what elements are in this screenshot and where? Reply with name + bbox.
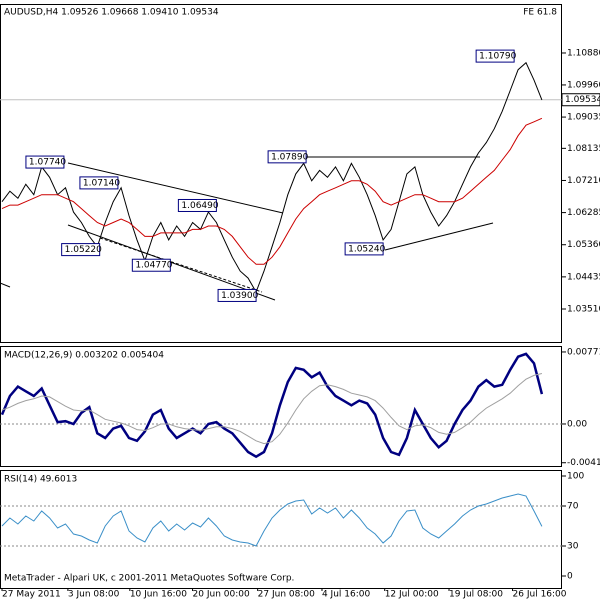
series-line <box>1 61 543 294</box>
price-note-box <box>79 176 119 190</box>
series-line <box>1 117 543 265</box>
y-tick-label: 1.10880 <box>567 48 600 58</box>
y-tick-label: 70 <box>567 502 579 512</box>
y-tick-label: 1.05360 <box>567 240 600 250</box>
x-tick-label: 26 Jul 16:00 <box>513 590 567 600</box>
price-note: 1.07740 <box>29 158 66 168</box>
y-tick-label: 100 <box>567 472 584 482</box>
trend-line <box>67 162 284 214</box>
y-tick-label: -0.00415 <box>567 458 600 468</box>
price-note-box <box>217 288 257 302</box>
trend-lines <box>0 156 494 301</box>
price-note-box <box>267 150 307 164</box>
x-tick-label: 10 Jun 16:00 <box>130 590 187 600</box>
x-tick-label: 4 Jul 16:00 <box>322 590 371 600</box>
y-tick-label: 1.09960 <box>567 80 600 90</box>
trend-line <box>0 282 11 288</box>
macd-title: MACD(12,26,9) 0.003202 0.005404 <box>4 351 164 361</box>
price-note: 1.07890 <box>271 152 308 162</box>
price-note-box <box>25 155 65 169</box>
y-tick-label: 1.06285 <box>567 208 600 218</box>
x-tick-label: 3 Jun 08:00 <box>68 590 120 600</box>
y-tick-label: 1.03510 <box>567 304 600 314</box>
price-note: 1.04770 <box>135 261 172 271</box>
price-note-box <box>61 243 101 257</box>
price-note: 1.06490 <box>181 201 218 211</box>
x-tick-label: 19 Jul 08:00 <box>449 590 503 600</box>
y-tick-label: 0 <box>567 572 573 582</box>
price-title: AUDUSD,H4 1.09526 1.09668 1.09410 1.0953… <box>4 8 219 18</box>
price-note-box <box>131 258 171 272</box>
price-note: 1.05220 <box>65 245 102 255</box>
y-tick-label: 1.07210 <box>567 176 600 186</box>
y-tick-label: 1.04435 <box>567 272 600 282</box>
series-line <box>1 493 543 547</box>
x-tick-label: 27 Jun 08:00 <box>258 590 315 600</box>
y-tick-label: 1.08135 <box>567 144 600 154</box>
price-note-box <box>177 198 217 212</box>
price-note: 1.03900 <box>221 291 258 301</box>
price-note-box <box>475 49 515 63</box>
last-price-label: 1.09534 <box>565 95 600 105</box>
y-tick-label: 0.007712 <box>567 347 600 357</box>
trend-line <box>99 237 263 293</box>
y-tick-label: 0.00 <box>567 419 587 429</box>
trend-line <box>384 222 494 251</box>
y-tick-label: 1.09035 <box>567 113 600 123</box>
trend-line <box>67 224 276 301</box>
rsi-title: RSI(14) 49.6013 <box>4 475 77 485</box>
macd-panel <box>0 346 562 467</box>
series-line <box>0 352 544 459</box>
x-tick-label: 20 Jun 00:00 <box>193 590 250 600</box>
series-line <box>1 373 543 445</box>
price-note-box <box>344 242 384 256</box>
rsi-panel <box>0 470 562 589</box>
price-note: 1.07140 <box>83 178 120 188</box>
price-note: 1.05240 <box>348 244 385 254</box>
x-tick-label: 27 May 2011 <box>2 590 61 600</box>
indicator-label: FE 61.8 <box>523 8 557 18</box>
price-note: 1.10790 <box>479 52 516 62</box>
y-tick-label: 30 <box>567 542 579 552</box>
last-price-box <box>561 93 600 107</box>
price-panel <box>0 4 562 343</box>
x-tick-label: 12 Jul 00:00 <box>385 590 439 600</box>
footer: MetaTrader - Alpari UK, c 2001-2011 Meta… <box>4 574 294 584</box>
